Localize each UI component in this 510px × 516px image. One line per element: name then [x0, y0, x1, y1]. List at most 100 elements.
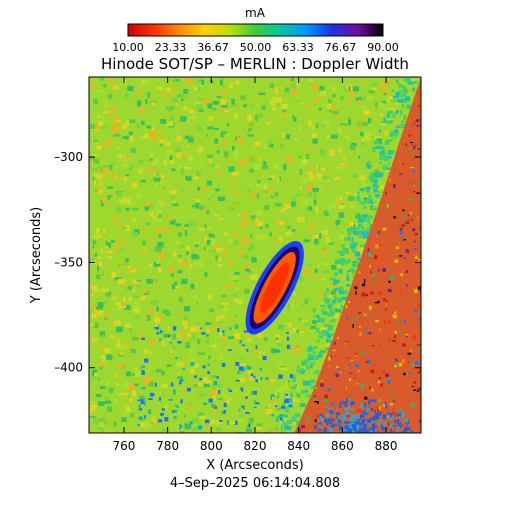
off-limb-speckle: [321, 417, 325, 422]
limb-speckle: [318, 331, 322, 335]
disk-speckle: [240, 95, 246, 100]
off-limb-speckle: [410, 211, 412, 215]
limb-speckle: [368, 199, 373, 203]
off-limb-dome-speckle: [362, 429, 367, 433]
disk-speckle: [328, 319, 333, 323]
disk-speckle: [129, 135, 134, 141]
disk-speckle: [197, 186, 200, 191]
off-limb-speckle: [407, 214, 410, 217]
limb-speckle: [382, 165, 388, 170]
observation-timestamp: 4–Sep–2025 06:14:04.808: [170, 476, 340, 491]
disk-speckle: [320, 292, 323, 297]
disk-speckle: [216, 247, 224, 252]
off-limb-dome-speckle: [358, 428, 363, 430]
disk-speckle: [231, 293, 238, 297]
disk-speckle: [308, 120, 312, 127]
limb-speckle: [388, 139, 393, 142]
disk-speckle: [137, 100, 142, 107]
disk-speckle: [363, 130, 371, 135]
disk-speckle: [122, 136, 130, 139]
off-limb-dome-speckle: [390, 412, 392, 418]
disk-speckle: [105, 241, 109, 244]
disk-speckle: [226, 400, 230, 405]
disk-speckle: [285, 156, 292, 161]
limb-speckle: [296, 368, 300, 373]
disk-speckle: [189, 116, 196, 120]
disk-speckle: [342, 248, 349, 254]
blue-speckle: [156, 332, 160, 335]
off-limb-dome-speckle: [323, 427, 327, 432]
disk-speckle: [185, 342, 190, 348]
limb-speckle: [329, 310, 333, 314]
limb-speckle: [296, 365, 300, 369]
off-limb-dome-speckle: [345, 411, 350, 416]
blue-speckle: [149, 392, 155, 397]
disk-speckle: [226, 239, 234, 243]
disk-speckle: [258, 355, 262, 358]
disk-speckle: [146, 278, 153, 284]
colorbar-tick-label: 10.00: [112, 41, 144, 54]
disk-speckle: [130, 148, 136, 153]
disk-speckle: [197, 125, 202, 132]
disk-speckle: [233, 113, 238, 119]
blue-speckle: [144, 358, 149, 363]
off-limb-speckle: [385, 381, 388, 383]
disk-speckle: [256, 255, 261, 258]
disk-speckle: [121, 302, 125, 306]
disk-speckle: [154, 246, 162, 252]
disk-speckle: [296, 276, 304, 282]
disk-speckle: [185, 176, 192, 181]
disk-speckle: [323, 291, 329, 298]
disk-speckle: [195, 170, 201, 177]
disk-speckle: [96, 145, 102, 150]
disk-speckle: [123, 296, 126, 302]
disk-speckle: [253, 257, 257, 263]
limb-speckle: [338, 290, 345, 295]
disk-speckle: [117, 192, 124, 197]
disk-speckle: [294, 285, 297, 292]
disk-speckle: [205, 380, 212, 385]
off-limb-speckle: [385, 304, 387, 306]
disk-speckle: [194, 261, 198, 267]
disk-speckle: [215, 383, 223, 388]
limb-speckle: [361, 226, 366, 230]
off-limb-speckle: [403, 335, 407, 337]
disk-speckle: [270, 195, 274, 199]
disk-speckle: [189, 349, 194, 353]
disk-speckle: [193, 86, 199, 91]
off-limb-speckle: [400, 273, 403, 277]
off-limb-speckle: [393, 184, 396, 188]
disk-speckle: [247, 370, 254, 376]
disk-speckle: [175, 102, 178, 106]
disk-speckle: [179, 431, 185, 433]
off-limb-dome-speckle: [331, 418, 335, 421]
disk-speckle: [275, 337, 279, 341]
off-limb-speckle: [403, 372, 406, 376]
off-limb-dome-speckle: [341, 417, 346, 421]
limb-speckle: [366, 227, 371, 232]
disk-speckle: [221, 294, 227, 298]
off-limb-speckle: [418, 369, 421, 374]
disk-speckle: [339, 233, 345, 239]
off-limb-dome-speckle: [347, 406, 351, 409]
disk-speckle: [136, 283, 141, 288]
disk-speckle: [144, 133, 148, 139]
disk-speckle: [233, 387, 238, 392]
disk-speckle: [97, 377, 100, 381]
off-limb-speckle: [385, 299, 388, 302]
limb-speckle: [326, 288, 330, 292]
disk-speckle: [370, 205, 373, 211]
off-limb-dome-speckle: [375, 415, 379, 420]
disk-speckle: [248, 417, 254, 424]
disk-speckle: [197, 326, 201, 333]
limb-speckle: [401, 85, 406, 90]
disk-speckle: [261, 189, 268, 193]
disk-speckle: [162, 309, 169, 313]
disk-speckle: [169, 155, 173, 162]
disk-speckle: [97, 310, 104, 316]
disk-speckle: [188, 276, 191, 280]
disk-speckle: [298, 318, 302, 321]
disk-speckle: [118, 177, 124, 180]
disk-speckle: [100, 386, 106, 389]
disk-speckle: [242, 253, 249, 259]
